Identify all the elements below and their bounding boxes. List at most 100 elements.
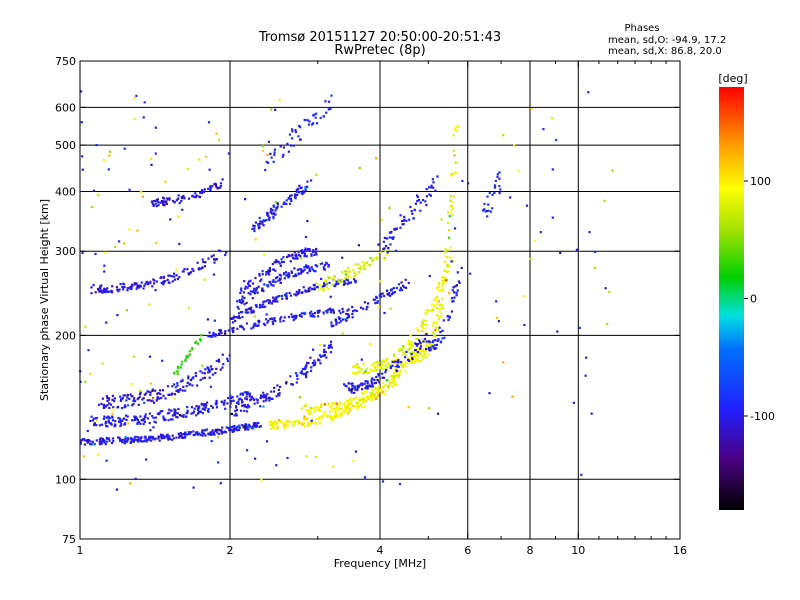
data-point [425,324,428,327]
data-point [214,335,217,338]
data-point [453,296,456,299]
data-point [448,315,451,318]
data-point [239,397,242,400]
data-point [100,290,103,293]
data-point [187,375,190,378]
data-point [166,412,169,415]
data-point [372,369,375,372]
data-point [299,272,302,275]
data-point [180,197,184,200]
data-point [314,270,317,273]
data-point [191,384,194,387]
data-point [361,399,364,402]
data-point [266,299,269,302]
data-point [372,396,376,399]
data-point [440,284,443,287]
data-point [294,257,297,260]
data-point [206,318,209,321]
data-point [294,197,297,200]
data-point [257,285,260,288]
data-point [296,268,299,271]
data-point [114,423,117,426]
data-point [129,393,132,396]
data-point [379,388,382,391]
data-point [441,306,444,309]
data-point [111,412,114,415]
data-point [307,265,310,268]
data-point [93,423,96,426]
data-point [243,409,246,412]
data-point [284,271,288,274]
data-point [350,276,353,279]
data-point [205,155,208,158]
data-point [261,273,264,276]
data-point [276,425,279,428]
data-point [200,402,203,405]
data-point [485,210,489,213]
data-point [394,380,397,383]
data-point [416,194,419,197]
data-point [272,421,275,424]
data-point [277,260,280,264]
data-point [131,439,134,442]
data-point [178,242,181,245]
data-point [309,356,312,359]
data-point [444,277,447,280]
data-point [81,168,84,171]
data-point [362,372,365,375]
data-point [408,340,411,343]
data-point [177,432,180,435]
data-point [430,303,433,306]
data-point [343,277,346,280]
data-point [315,112,318,115]
data-point [261,149,264,152]
data-point [396,364,399,367]
data-point [271,320,274,323]
data-point [130,285,133,288]
data-point [139,391,142,394]
data-point [268,270,271,273]
data-point [189,431,193,434]
data-point [329,351,332,354]
data-point [270,423,273,426]
data-point [388,236,391,239]
data-point [413,357,416,360]
data-point [116,288,119,291]
data-point [258,319,261,322]
data-point [250,327,253,330]
data-point [277,419,280,422]
data-point [223,403,226,406]
data-point [146,439,149,442]
data-point [413,352,416,355]
data-point [318,359,321,362]
x-tick-label: 10 [571,544,585,557]
data-point [252,309,255,312]
data-point [489,210,492,213]
data-point [447,318,450,321]
data-point [381,376,384,379]
data-point [92,417,95,420]
data-point [286,256,289,259]
data-point [441,297,444,300]
data-point [95,419,99,422]
data-point [297,422,300,425]
data-point [551,168,554,171]
data-point [418,351,421,354]
data-point [218,329,221,332]
data-point [176,370,179,373]
data-point [209,365,213,368]
data-point [288,291,291,295]
data-point [157,392,160,395]
data-point [86,441,89,444]
data-point [291,128,294,131]
data-point [382,359,385,362]
data-point [332,465,335,468]
data-point [362,263,366,266]
data-point [270,210,273,213]
data-point [154,199,157,202]
data-point [192,411,195,415]
data-point [326,311,329,314]
data-point [216,431,219,434]
data-point [455,294,458,297]
data-point [163,436,166,440]
